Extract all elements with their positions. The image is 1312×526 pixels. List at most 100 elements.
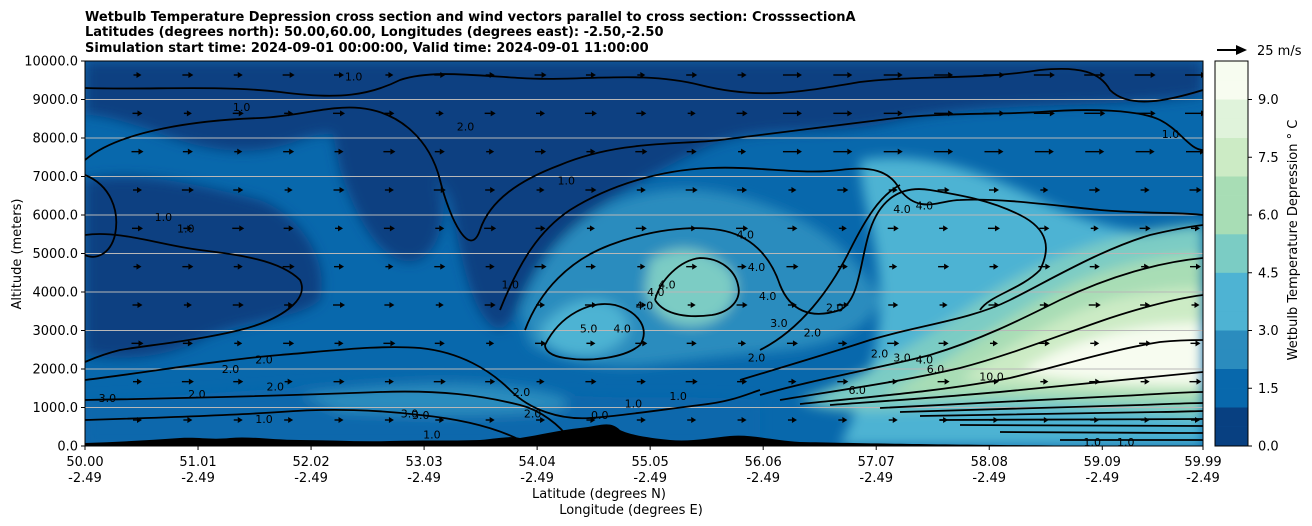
x-tick-label-lat: 58.08 — [971, 455, 1008, 470]
wind-vector-head — [138, 225, 143, 232]
wind-vector-head — [338, 225, 344, 232]
wind-vector-head — [389, 110, 395, 117]
wind-vector-head — [741, 148, 747, 155]
wind-vector-head — [948, 110, 954, 117]
contour-fill-dark-left — [85, 176, 322, 358]
contour-line — [939, 418, 1203, 421]
wind-vector-head — [690, 302, 696, 308]
wind-vector-head — [1049, 72, 1055, 78]
colorbar-band — [1215, 407, 1248, 427]
wind-vectors — [131, 72, 1203, 423]
contour-label: 4.0 — [893, 203, 911, 216]
wind-vector-head — [692, 263, 698, 270]
wind-vector-head — [743, 225, 749, 232]
contour-line — [879, 391, 1203, 409]
wind-vector-head — [944, 263, 950, 270]
contour-labels: 3.01.01.02.01.02.02.02.01.01.02.03.03.01… — [99, 70, 1180, 449]
wind-vector-head — [1196, 378, 1202, 385]
wind-vector-head — [490, 187, 496, 193]
wind-vector-head — [741, 340, 747, 347]
quiver-key: 25 m/s — [1217, 44, 1302, 59]
wind-vector-head — [994, 225, 1000, 232]
colorbar-tick-label: 6.0 — [1258, 209, 1279, 224]
contour-fill-mid-4 — [645, 249, 736, 326]
wind-vector-head — [339, 263, 345, 270]
wind-vector-head — [793, 263, 799, 270]
y-tick-label: 8000.0 — [33, 132, 79, 147]
wind-vector-head — [691, 417, 697, 423]
wind-vector-head — [136, 72, 142, 78]
contour-line — [85, 346, 761, 420]
wind-vector-head — [490, 378, 496, 385]
wind-vector-head — [1196, 187, 1202, 193]
wind-vector-head — [541, 148, 547, 155]
wind-vector-head — [1044, 225, 1050, 232]
wind-vector-head — [388, 187, 394, 193]
contour-line — [85, 233, 303, 363]
wind-vector-head — [893, 302, 899, 308]
colorbar-band — [1215, 99, 1248, 119]
wind-vector-head — [1144, 378, 1150, 385]
wind-vector-head — [791, 378, 797, 385]
wind-vector-head — [589, 225, 595, 232]
wind-vector-head — [944, 378, 950, 385]
wind-vector-head — [541, 72, 547, 78]
wind-vector-head — [339, 187, 345, 193]
wind-vector-head — [1044, 340, 1050, 347]
x-tick-label-lon: -2.49 — [68, 471, 102, 486]
wind-vector-head — [340, 302, 346, 308]
wind-vector-head — [389, 225, 395, 232]
wind-vector-head — [591, 187, 597, 193]
contour-label: 2.0 — [188, 388, 206, 401]
colorbar-band — [1215, 80, 1248, 100]
wind-vector-head — [893, 225, 899, 232]
wind-vector-head — [388, 72, 394, 78]
y-axis: 0.0 1000.0 2000.0 3000.0 4000.0 5000.0 6000.0 7… — [24, 55, 85, 455]
wind-vector-head — [1094, 263, 1100, 270]
wind-vector-head — [288, 302, 294, 308]
wind-vector-head — [237, 263, 243, 270]
colorbar: 0.0 1.5 3.0 4.5 6.0 7.5 9.0 Wetbulb Temperatur… — [1214, 60, 1301, 455]
wind-vector-head — [590, 263, 596, 270]
wind-vector-head — [138, 340, 144, 347]
wind-vector-head — [289, 263, 295, 270]
wind-vector-head — [993, 263, 999, 270]
contour-line — [85, 408, 521, 441]
wind-vector-head — [1149, 148, 1155, 155]
x-tick-label-lat: 53.03 — [405, 455, 442, 470]
wind-vector-head — [640, 263, 646, 270]
contour-label: 1.0 — [155, 211, 173, 224]
x-tick-label-lon: -2.49 — [181, 471, 215, 486]
wind-vector-head — [489, 340, 495, 347]
x-tick-label-lat: 56.06 — [745, 455, 782, 470]
wind-vector-head — [691, 340, 697, 347]
wind-vector-head — [439, 148, 445, 155]
wind-vector-head — [1095, 302, 1101, 308]
x-tick-label-lon: -2.49 — [633, 471, 667, 486]
x-tick-label-lat: 55.05 — [632, 455, 669, 470]
wind-vector-head — [238, 302, 244, 308]
contour-line — [919, 410, 1203, 417]
wind-vector-head — [137, 378, 142, 385]
colorbar-ticks: 0.0 1.5 3.0 4.5 6.0 7.5 9.0 — [1248, 93, 1279, 455]
wind-vector-head — [999, 72, 1005, 78]
wind-vector-head — [1195, 417, 1200, 423]
wind-vector-head — [843, 187, 849, 193]
wind-vector-head — [897, 148, 903, 155]
wind-vector-head — [541, 340, 547, 347]
contour-label: 10.0 — [979, 371, 1004, 384]
wind-vector-head — [186, 302, 192, 308]
contour-label: 1.0 — [1117, 436, 1135, 449]
wind-vector-head — [792, 225, 798, 232]
wind-vector-head — [741, 417, 747, 423]
colorbar-band — [1215, 157, 1248, 177]
x-tick-label-lat: 57.07 — [858, 455, 895, 470]
wind-vector-head — [796, 72, 802, 78]
wind-vector-head — [742, 378, 748, 385]
contour-line — [499, 166, 1203, 311]
wind-vector-head — [237, 340, 243, 347]
y-tick-label: 7000.0 — [33, 170, 79, 185]
wind-vector-head — [842, 417, 848, 423]
wind-vector-head — [791, 187, 797, 193]
colorbar-band — [1215, 330, 1248, 350]
